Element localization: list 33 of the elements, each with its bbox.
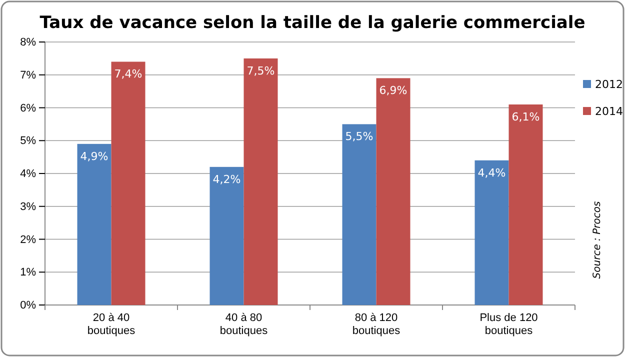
y-tick-label: 0%: [20, 300, 36, 312]
y-tick-label: 8%: [20, 36, 36, 49]
bar: [508, 104, 543, 305]
x-tick-label: Plus de 120 boutiques: [480, 312, 538, 338]
y-tick-label: 7%: [20, 69, 36, 82]
y-tick-label: 4%: [20, 168, 36, 180]
data-label: 7,5%: [246, 64, 275, 78]
legend-label: 2014: [595, 105, 623, 118]
y-tick-label: 6%: [20, 102, 36, 114]
bar: [342, 124, 376, 305]
bar: [111, 62, 146, 305]
bar: [244, 58, 278, 305]
chart-title: Taux de vacance selon la taille de la galerie commerciale: [40, 13, 586, 33]
data-label: 5,5%: [345, 130, 374, 144]
source-note: Source : Procos: [592, 201, 603, 279]
x-tick-label: 20 à 40 boutiques: [87, 312, 136, 338]
data-label: 4,9%: [80, 150, 108, 163]
data-label: 6,9%: [379, 84, 408, 98]
data-label: 6,1%: [512, 110, 540, 124]
y-tick-label: 2%: [20, 234, 36, 246]
legend-label: 2012: [595, 78, 623, 91]
data-label: 7,4%: [114, 68, 142, 81]
bar: [77, 144, 112, 305]
data-label: 4,2%: [212, 172, 241, 186]
data-label: 4,4%: [478, 166, 506, 180]
bar: [376, 78, 410, 305]
x-tick-label: 40 à 80 boutiques: [220, 312, 268, 338]
x-tick-label: 80 à 120 boutiques: [352, 312, 401, 338]
y-tick-label: 1%: [20, 266, 36, 279]
y-tick-label: 5%: [20, 135, 36, 148]
bar: [210, 166, 244, 305]
y-tick-label: 3%: [20, 200, 36, 213]
bar: [474, 160, 509, 305]
